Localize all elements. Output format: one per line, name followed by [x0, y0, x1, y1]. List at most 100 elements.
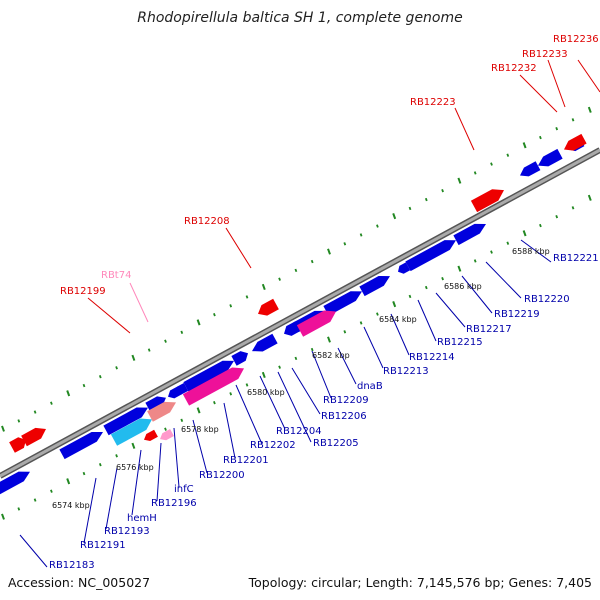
- scale-tick: [376, 312, 379, 316]
- label-leader-line: [105, 467, 118, 530]
- scale-tick: [33, 498, 37, 502]
- gene-label[interactable]: RB12204: [276, 426, 322, 437]
- gene-label[interactable]: RB12205: [313, 438, 359, 449]
- gene-label[interactable]: dnaB: [357, 381, 383, 392]
- gene-arrow: [103, 407, 148, 436]
- scale-tick: [196, 319, 201, 326]
- label-leader-line: [547, 59, 566, 108]
- gene-arrow: [9, 437, 26, 453]
- scale-tick: [424, 285, 428, 290]
- label-leader-line: [192, 419, 208, 474]
- label-leader-line: [173, 427, 180, 488]
- scale-tick: [555, 126, 559, 131]
- scale-label: 6582 kbp: [312, 351, 350, 360]
- gene-label[interactable]: RB12223: [410, 97, 456, 108]
- scale-tick: [98, 462, 102, 467]
- gene-label[interactable]: RB12209: [323, 395, 369, 406]
- gene-label[interactable]: RB12213: [383, 366, 429, 377]
- scale-tick: [82, 383, 86, 388]
- gene-label[interactable]: RB12221: [553, 253, 599, 264]
- scale-tick: [180, 418, 184, 423]
- gene-label[interactable]: RB12215: [437, 337, 483, 348]
- gene-label[interactable]: infC: [174, 484, 194, 495]
- scale-tick: [587, 106, 592, 113]
- scale-tick: [164, 339, 167, 343]
- scale-tick: [278, 365, 281, 369]
- scale-tick: [506, 153, 510, 157]
- scale-tick: [115, 366, 118, 370]
- gene-arrow: [520, 161, 541, 177]
- gene-label[interactable]: RB12214: [409, 352, 455, 363]
- scale-tick: [473, 171, 477, 175]
- label-leader-line: [435, 292, 466, 328]
- gene-label[interactable]: RB12206: [321, 411, 367, 422]
- scale-tick: [261, 283, 266, 291]
- scale-label: 6576 kbp: [116, 463, 154, 472]
- gene-label[interactable]: RB12208: [184, 216, 230, 227]
- gene-label[interactable]: RB12202: [250, 440, 296, 451]
- label-leader-line: [129, 282, 149, 323]
- gene-label[interactable]: hemH: [127, 513, 157, 524]
- gene-label[interactable]: RB12233: [522, 49, 568, 60]
- gene-arrow: [296, 310, 336, 337]
- scale-tick: [147, 348, 151, 352]
- scale-tick: [98, 374, 102, 379]
- gene-label[interactable]: RB12193: [104, 526, 150, 537]
- accession-text: Accession: NC_005027: [8, 575, 150, 590]
- scale-tick: [343, 242, 347, 246]
- scale-tick: [66, 390, 71, 397]
- gene-label[interactable]: RB12196: [151, 498, 197, 509]
- scale-tick: [555, 214, 559, 219]
- gene-arrow: [59, 431, 103, 460]
- gene-label[interactable]: RB12201: [223, 455, 269, 466]
- gene-label[interactable]: RB12219: [494, 309, 540, 320]
- scale-tick: [571, 118, 575, 122]
- scale-tick: [587, 194, 592, 201]
- gene-arrow: [258, 298, 279, 316]
- scale-tick: [522, 230, 527, 237]
- label-leader-line: [454, 107, 475, 151]
- scale-tick: [245, 383, 249, 387]
- gene-label[interactable]: RB12217: [466, 324, 512, 335]
- label-leader-line: [19, 534, 48, 568]
- gene-arrow: [252, 333, 278, 352]
- label-leader-line: [520, 239, 552, 263]
- scale-tick: [294, 268, 298, 273]
- gene-label[interactable]: RB12236: [553, 34, 599, 45]
- gene-label[interactable]: RB12191: [80, 540, 126, 551]
- scale-tick: [506, 241, 510, 245]
- scale-tick: [229, 304, 233, 308]
- scale-label: 6578 kbp: [181, 425, 219, 434]
- gene-label[interactable]: RB12232: [491, 63, 537, 74]
- gene-arrow: [323, 291, 362, 316]
- scale-tick: [392, 213, 397, 220]
- scale-tick: [539, 135, 542, 140]
- gene-arrow: [176, 382, 189, 395]
- scale-tracks: [1, 106, 592, 520]
- gene-label[interactable]: RB12199: [60, 286, 106, 297]
- gene-label[interactable]: RB12220: [524, 294, 570, 305]
- label-leader-line: [311, 350, 332, 399]
- scale-label: 6588 kbp: [512, 247, 550, 256]
- top-gene-labels: RB12236 RB12233 RB12232 RB12223 RB12208 …: [60, 34, 599, 297]
- scale-label: 6574 kbp: [52, 501, 90, 510]
- scale-tick: [522, 142, 527, 149]
- gene-label[interactable]: RBt74: [101, 270, 131, 281]
- label-leader-line: [390, 313, 410, 356]
- map-title: Rhodopirellula baltica SH 1, complete ge…: [137, 10, 463, 26]
- scale-tick: [441, 276, 444, 281]
- gene-label[interactable]: RB12200: [199, 470, 245, 481]
- scale-tick: [310, 259, 314, 264]
- scale-tick: [17, 507, 21, 511]
- scale-tick: [473, 259, 477, 263]
- label-leader-line: [225, 227, 252, 269]
- gene-features: [0, 133, 587, 495]
- label-leader-line: [485, 261, 522, 299]
- label-leader-line: [83, 477, 97, 544]
- gene-arrow: [182, 367, 244, 406]
- gene-label[interactable]: RB12183: [49, 560, 95, 571]
- scale-tick: [327, 336, 331, 343]
- scale-tick: [294, 356, 298, 361]
- genome-summary-text: Topology: circular; Length: 7,145,576 bp…: [248, 575, 592, 590]
